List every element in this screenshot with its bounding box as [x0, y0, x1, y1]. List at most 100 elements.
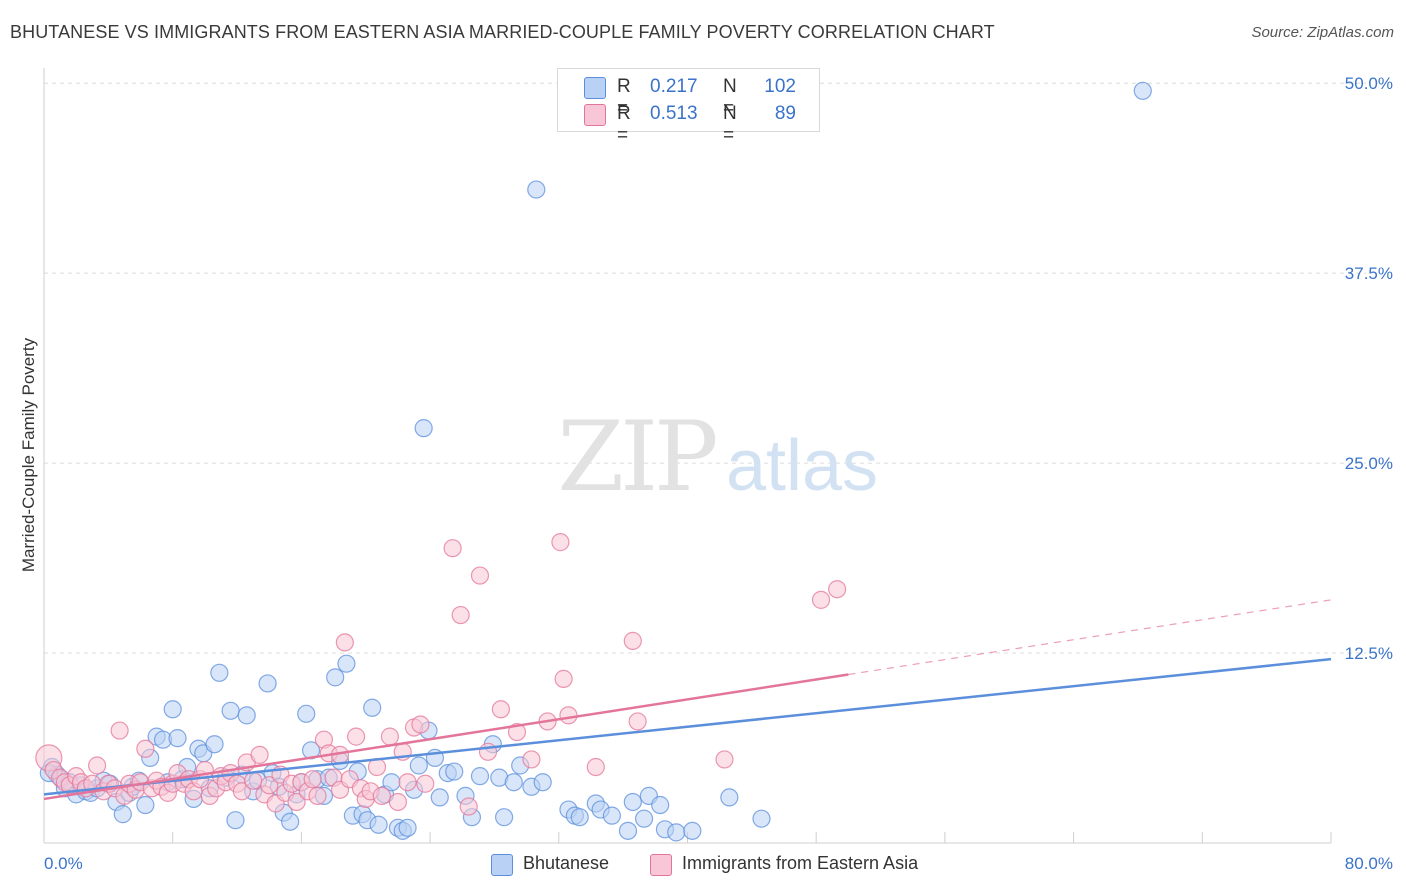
- eastern-asia-point: [335, 633, 354, 652]
- eastern-asia-point: [715, 750, 734, 769]
- n-label: N =: [723, 76, 737, 119]
- r-value: 0.217: [650, 76, 698, 97]
- y-tick-label: 50.0%: [1345, 74, 1393, 93]
- eastern-asia-point: [136, 739, 155, 758]
- eastern-asia-point: [559, 706, 578, 725]
- eastern-asia-trend-line: [43, 673, 849, 801]
- x-tick-label-max: 80.0%: [1345, 854, 1393, 873]
- eastern-asia-point: [470, 566, 490, 585]
- eastern-asia-point: [372, 786, 391, 805]
- bhutanese-point: [326, 668, 345, 687]
- eastern-asia-point: [554, 669, 573, 688]
- bhutanese-swatch: [584, 77, 606, 99]
- eastern-asia-point: [87, 756, 107, 775]
- eastern-asia-point: [628, 712, 647, 731]
- bhutanese-point: [470, 767, 490, 786]
- bhutanese-point: [504, 773, 523, 792]
- eastern-asia-point: [443, 539, 462, 558]
- bhutanese-point: [495, 808, 514, 827]
- eastern-asia-point: [507, 722, 527, 742]
- bhutanese-point: [623, 792, 642, 812]
- eastern-asia-point: [388, 792, 408, 812]
- bhutanese-point: [570, 808, 589, 827]
- bhutanese-point: [651, 795, 670, 815]
- eastern-asia-point: [110, 721, 129, 740]
- eastern-asia-swatch: [584, 104, 606, 126]
- trend-lines: [43, 599, 1332, 801]
- watermark: ZIP atlas: [557, 401, 878, 513]
- eastern-asia-point: [287, 792, 306, 812]
- bhutanese-point: [667, 823, 686, 842]
- eastern-asia-point: [811, 590, 831, 609]
- legend-swatch-bhutanese: [491, 854, 513, 876]
- eastern-asia-point: [459, 797, 478, 816]
- bhutanese-point: [205, 735, 224, 754]
- y-tick-label: 37.5%: [1345, 264, 1393, 283]
- bhutanese-point: [363, 698, 382, 717]
- r-label: R =: [617, 76, 631, 119]
- watermark-atlas: atlas: [726, 426, 878, 506]
- tick-labels: 12.5% 25.0% 37.5% 50.0% 0.0% 80.0%: [44, 74, 1393, 873]
- eastern-asia-point: [303, 770, 322, 789]
- bhutanese-point: [337, 654, 356, 673]
- bhutanese-point: [602, 806, 621, 825]
- bhutanese-point: [369, 815, 388, 834]
- bhutanese-point: [618, 821, 638, 840]
- bhutanese-point: [634, 809, 654, 828]
- y-tick-label: 12.5%: [1345, 644, 1393, 663]
- bhutanese-point: [113, 805, 132, 824]
- bhutanese-point: [297, 704, 316, 723]
- eastern-asia-point: [522, 750, 541, 769]
- r-value: 0.513: [650, 103, 698, 124]
- bhutanese-point: [527, 180, 546, 199]
- y-tick-label: 25.0%: [1345, 454, 1393, 473]
- legend-label: Bhutanese: [523, 853, 610, 873]
- n-label: N =: [723, 103, 737, 146]
- bhutanese-point: [430, 788, 449, 807]
- eastern-asia-point: [398, 773, 417, 792]
- y-axis-label: Married-Couple Family Poverty: [19, 337, 38, 573]
- bhutanese-point: [533, 773, 552, 792]
- bhutanese-point: [226, 811, 245, 830]
- eastern-asia-point: [551, 533, 570, 552]
- bhutanese-point: [398, 818, 417, 837]
- bhutanese-point: [1133, 81, 1152, 100]
- source-credit: Source: ZipAtlas.com: [1251, 24, 1394, 41]
- bhutanese-point: [445, 762, 464, 781]
- eastern-asia-point: [346, 727, 366, 746]
- eastern-asia-point: [623, 631, 642, 650]
- r-label: R =: [617, 103, 631, 146]
- eastern-asia-point: [308, 786, 327, 805]
- eastern-asia-point: [416, 774, 435, 793]
- eastern-asia-point: [586, 757, 605, 777]
- bhutanese-trend-line: [43, 657, 1332, 796]
- bhutanese-point: [221, 701, 240, 720]
- eastern-asia-trend-line-dashed: [848, 599, 1332, 676]
- eastern-asia-point: [411, 715, 430, 734]
- eastern-asia-point: [260, 776, 279, 795]
- legend-label: Immigrants from Eastern Asia: [682, 853, 919, 873]
- bhutanese-point: [136, 795, 155, 815]
- chart-title: BHUTANESE VS IMMIGRANTS FROM EASTERN ASI…: [10, 22, 995, 42]
- bhutanese-point: [720, 788, 739, 807]
- bhutanese-point: [163, 700, 182, 719]
- n-value: 102: [764, 76, 796, 97]
- bhutanese-point: [752, 809, 771, 828]
- bhutanese-point: [409, 756, 428, 775]
- bhutanese-point: [258, 674, 277, 693]
- eastern-asia-point: [244, 771, 263, 790]
- data-points: [35, 81, 1152, 842]
- bhutanese-point: [281, 812, 300, 831]
- bhutanese-point: [683, 821, 702, 840]
- x-tick-label-min: 0.0%: [44, 854, 83, 873]
- bhutanese-point: [237, 706, 256, 725]
- bhutanese-point: [168, 729, 187, 748]
- n-value: 89: [774, 103, 796, 124]
- eastern-asia-point: [380, 727, 399, 746]
- watermark-zip: ZIP: [557, 401, 716, 513]
- bhutanese-point: [414, 419, 433, 438]
- eastern-asia-point: [250, 745, 269, 764]
- legend-swatch-eastern-asia: [650, 854, 672, 876]
- grid-lines: [44, 82, 1366, 654]
